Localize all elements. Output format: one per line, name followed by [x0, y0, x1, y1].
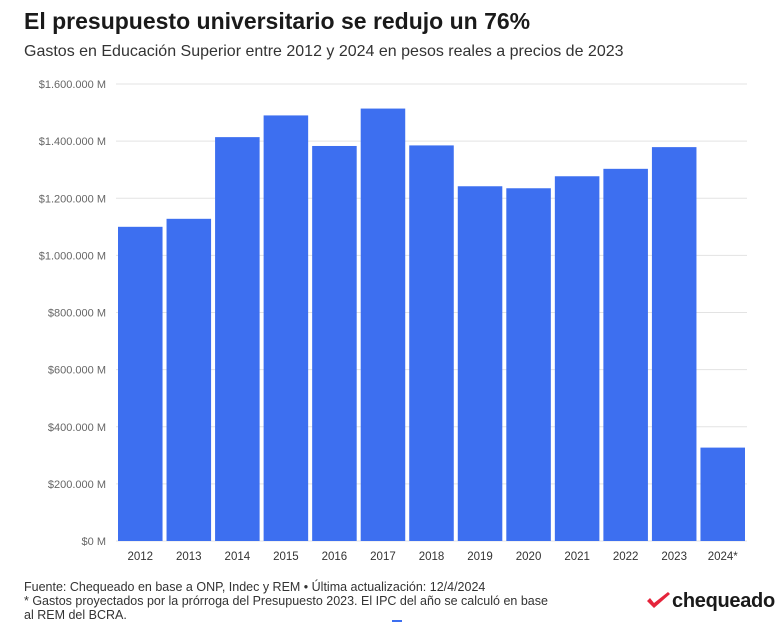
x-tick-label: 2013 [176, 551, 202, 563]
source-note: Fuente: Chequeado en base a ONP, Indec y… [24, 580, 486, 594]
footnote-line-2: al REM del BCRA. [24, 608, 127, 622]
decorative-mark [392, 620, 402, 622]
y-tick-label: $1.000.000 M [39, 250, 106, 262]
bar-2017 [360, 108, 406, 541]
bar-chart: $0 M $200.000 M $400.000 M $600.000 M $800.0… [39, 79, 747, 563]
y-tick-label: $800.000 M [48, 308, 106, 320]
y-tick-label: $400.000 M [48, 422, 106, 434]
chart-title: El presupuesto universitario se redujo u… [24, 8, 531, 34]
bar-2021 [554, 176, 600, 541]
x-tick-label: 2021 [564, 551, 590, 563]
y-tick-label: $200.000 M [48, 479, 106, 491]
bars [118, 108, 745, 542]
x-axis-ticks: 2012 2013 2014 2015 2016 2017 2018 2019 2020 2021… [127, 551, 738, 563]
x-tick-label: 2023 [661, 551, 687, 563]
x-tick-label: 2017 [370, 551, 396, 563]
bar-2013 [166, 218, 212, 541]
bar-2018 [409, 145, 454, 542]
bar-2014 [215, 137, 260, 541]
bar-2024-projected [700, 447, 745, 541]
check-mark-icon [647, 591, 670, 608]
y-tick-label: $1.600.000 M [39, 79, 106, 91]
x-tick-label: 2016 [322, 551, 348, 563]
bar-2023 [651, 147, 697, 542]
x-tick-label: 2020 [516, 551, 542, 563]
x-tick-label: 2022 [613, 551, 639, 563]
y-tick-label: $600.000 M [48, 365, 106, 377]
footer: Fuente: Chequeado en base a ONP, Indec y… [24, 580, 644, 622]
bar-2020 [506, 188, 551, 542]
footnote-line-1: * Gastos proyectados por la prórroga del… [24, 594, 548, 608]
logo-text: chequeado [672, 590, 775, 612]
bar-2019 [457, 186, 503, 541]
bar-2012 [118, 226, 163, 541]
y-tick-label: $1.200.000 M [39, 193, 106, 205]
y-tick-label: $1.400.000 M [39, 136, 106, 148]
bar-2016 [312, 145, 357, 541]
y-axis-ticks: $0 M $200.000 M $400.000 M $600.000 M $800.0… [39, 79, 106, 548]
x-tick-label: 2019 [467, 551, 493, 563]
x-tick-label: 2014 [225, 551, 251, 563]
x-tick-label: 2012 [127, 551, 153, 563]
chart-subtitle: Gastos en Educación Superior entre 2012 … [24, 43, 624, 60]
x-tick-label: 2018 [419, 551, 445, 563]
bar-2022 [603, 168, 648, 541]
x-tick-label: 2024* [708, 551, 739, 563]
bar-2015 [263, 115, 309, 541]
x-tick-label: 2015 [273, 551, 299, 563]
chequeado-logo: chequeado [646, 590, 775, 613]
y-tick-label: $0 M [82, 536, 106, 548]
